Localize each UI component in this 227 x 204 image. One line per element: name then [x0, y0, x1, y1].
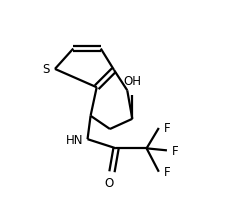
- Text: F: F: [163, 122, 170, 135]
- Text: O: O: [104, 176, 113, 189]
- Text: S: S: [42, 63, 50, 76]
- Text: F: F: [163, 165, 170, 178]
- Text: HN: HN: [66, 133, 83, 146]
- Text: OH: OH: [123, 75, 141, 88]
- Text: F: F: [171, 144, 178, 157]
